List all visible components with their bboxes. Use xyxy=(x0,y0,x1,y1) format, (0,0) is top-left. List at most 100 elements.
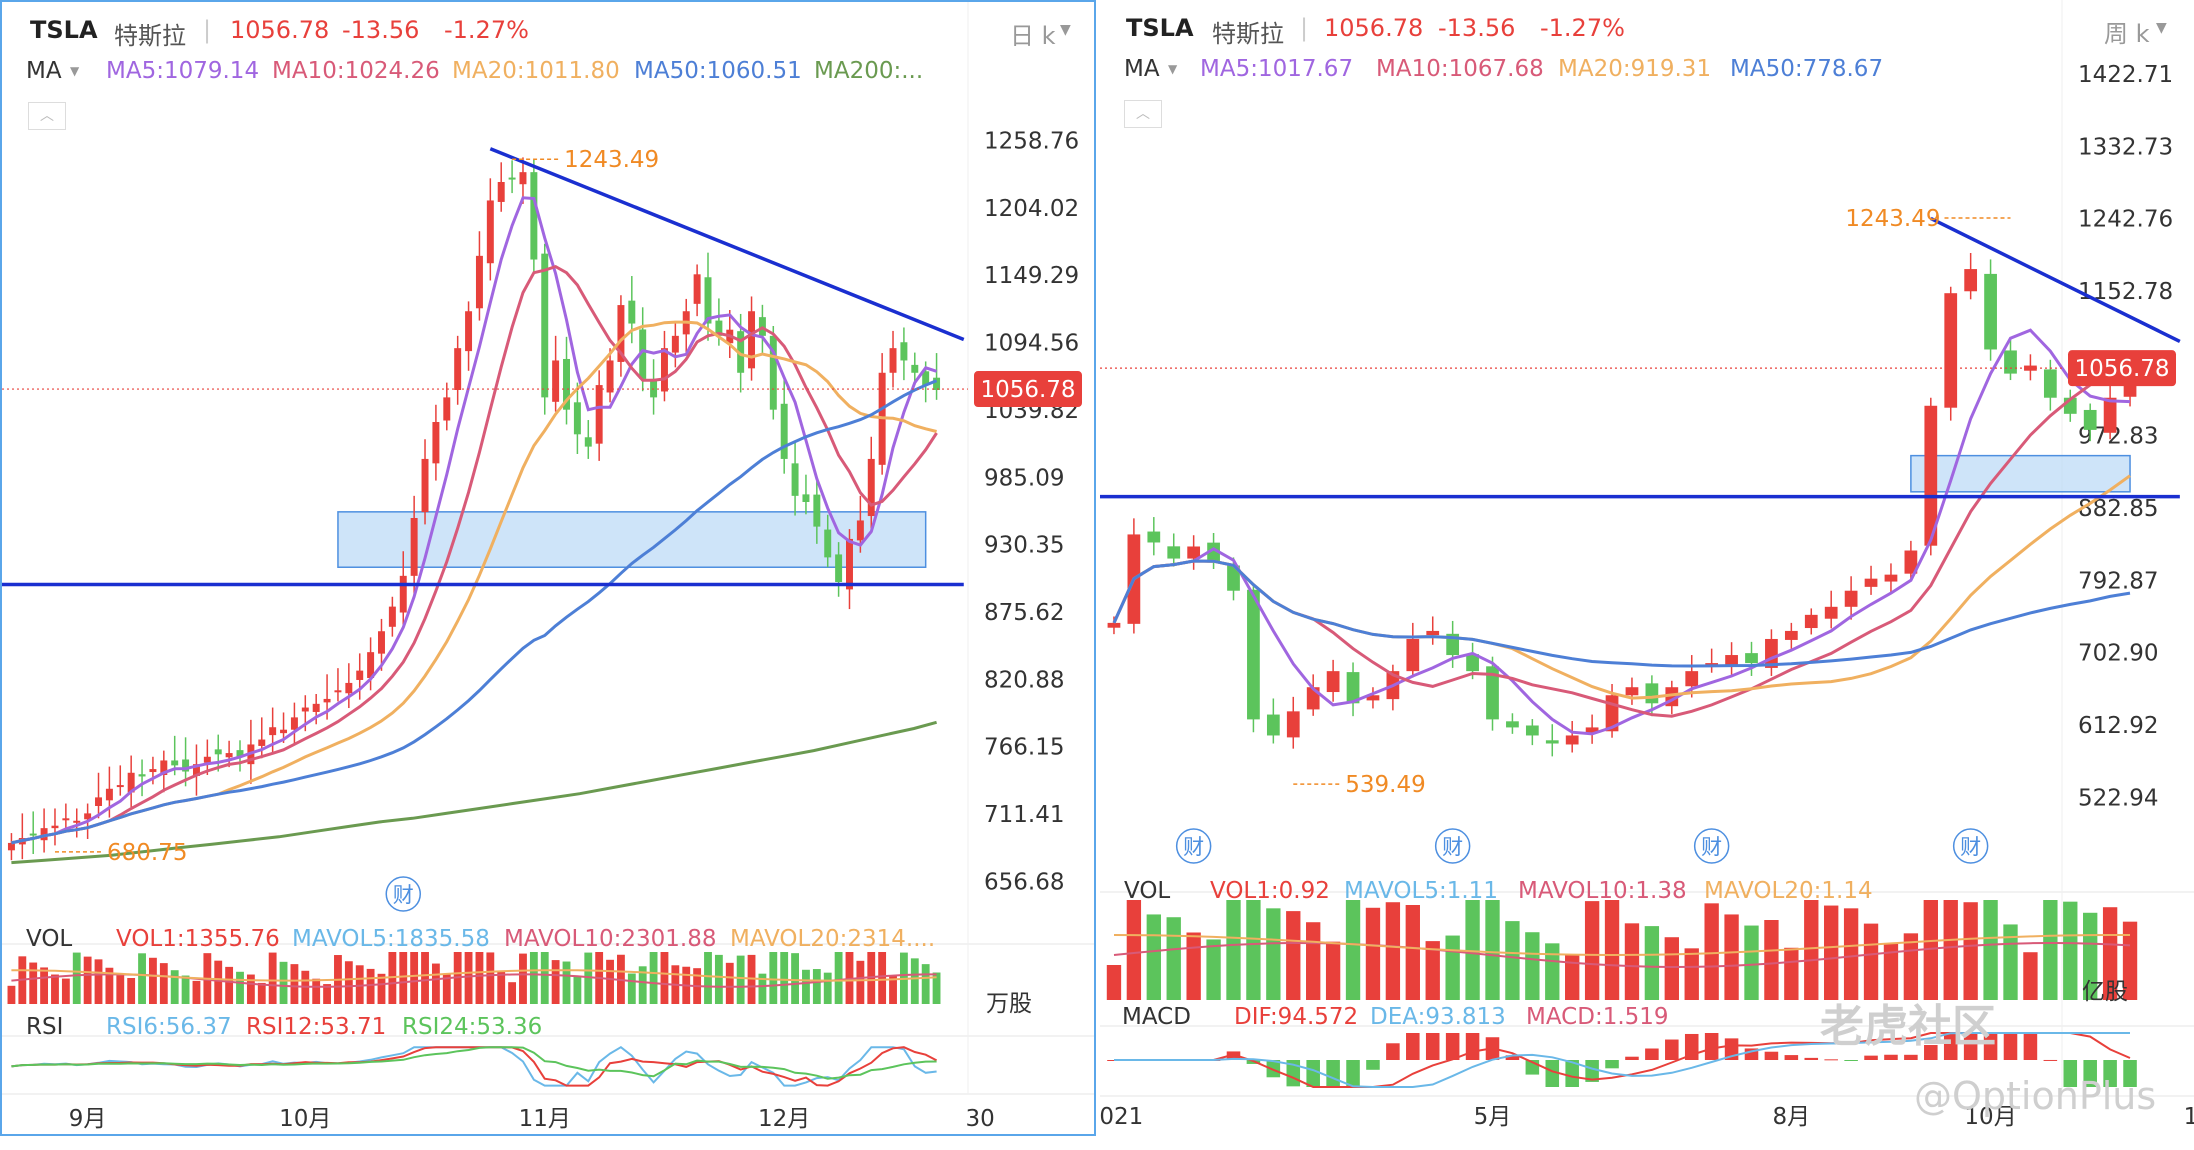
candle-body xyxy=(1844,590,1858,607)
earnings-marker xyxy=(1175,828,1212,864)
macd-histogram-bar xyxy=(1565,1060,1579,1087)
macd-histogram-bar xyxy=(1346,1060,1360,1087)
chevron-down-icon[interactable]: ▼ xyxy=(1168,62,1178,76)
candle-body xyxy=(51,825,59,829)
candle-body xyxy=(1745,653,1758,664)
y-tick-label: 612.92 xyxy=(2078,713,2158,739)
volume-bar xyxy=(2102,907,2118,1000)
volume-bar xyxy=(355,965,364,1004)
period-selector[interactable]: 日 k xyxy=(1010,22,1056,50)
candle-body xyxy=(791,463,799,496)
mavol-line xyxy=(1113,934,2130,957)
macd-histogram-bar xyxy=(1983,1033,1998,1060)
candle-body xyxy=(573,402,581,435)
volume-bar xyxy=(159,963,168,1004)
volume-bar xyxy=(410,952,419,1004)
chevron-down-icon[interactable]: ▼ xyxy=(1060,22,1071,38)
chevron-down-icon[interactable]: ▼ xyxy=(2156,20,2167,36)
macd-histogram-bar xyxy=(2043,1059,2058,1061)
volume-bar xyxy=(170,970,179,1004)
volume-bar xyxy=(29,962,38,1004)
collapse-toggle[interactable]: ︿ xyxy=(1124,100,1162,128)
x-tick-label: 12月 xyxy=(758,1106,810,1132)
rsi-selector[interactable]: RSI xyxy=(26,1014,64,1040)
volume-bar xyxy=(780,952,789,1004)
volume-bar xyxy=(910,958,919,1004)
candle-body xyxy=(432,422,440,464)
volume-bar xyxy=(421,952,429,1004)
candle-body xyxy=(160,760,168,775)
candle-body xyxy=(628,300,636,324)
candle-body xyxy=(1545,740,1559,744)
candle-body xyxy=(639,329,647,379)
candle-body xyxy=(1286,711,1300,738)
candle-body xyxy=(1984,273,1997,350)
volume-unit: 万股 xyxy=(986,991,1032,1017)
candle-body xyxy=(29,833,37,836)
volume-bar xyxy=(1744,925,1759,1000)
volume-bar xyxy=(1923,900,1938,1000)
ma10-value: MA10:1024.26 xyxy=(272,58,440,84)
price-change: -13.56 xyxy=(342,16,420,44)
macd-histogram-bar xyxy=(1386,1043,1400,1060)
candle-body xyxy=(1506,721,1519,728)
volume-bar xyxy=(279,961,288,1004)
macd-histogram-bar xyxy=(1605,1060,1619,1069)
candle-body xyxy=(650,378,658,398)
mavol5-value: MAVOL5:1.11 xyxy=(1344,878,1498,904)
volume-bar xyxy=(51,974,59,1004)
candle-body xyxy=(835,554,843,582)
vol-selector[interactable]: VOL xyxy=(26,926,73,952)
volume-bar xyxy=(138,953,146,1004)
earnings-marker xyxy=(1693,828,1730,864)
y-tick-label: 711.41 xyxy=(984,802,1064,828)
macd-selector[interactable]: MACD xyxy=(1122,1004,1191,1030)
x-tick-label: 5月 xyxy=(1474,1104,1512,1130)
candle-body xyxy=(410,518,418,576)
daily-chart-panel: TSLA 特斯拉 | 1056.78 -13.56 -1.27% 日 k ▼ M… xyxy=(0,0,1096,1136)
volume-bar xyxy=(1286,911,1301,1000)
period-selector[interactable]: 周 k xyxy=(2104,20,2150,48)
macd-histogram-bar xyxy=(1804,1057,1819,1060)
volume-bar xyxy=(1485,900,1500,1000)
stock-name: 特斯拉 xyxy=(1212,20,1284,48)
macd-value: MACD:1.519 xyxy=(1526,1004,1669,1030)
volume-bar xyxy=(1824,905,1839,1000)
y-tick-label: 1149.29 xyxy=(984,263,1079,289)
volume-bar xyxy=(529,952,538,1004)
candle-body xyxy=(1187,546,1201,559)
candle-body xyxy=(301,707,309,712)
candle-body xyxy=(1964,269,1978,292)
y-tick-label: 1094.56 xyxy=(984,331,1079,357)
ma200-line xyxy=(11,720,937,865)
candle-body xyxy=(40,828,48,841)
volume-bar xyxy=(1584,901,1600,1000)
last-price-tag-text: 1056.78 xyxy=(980,377,1075,403)
candle-body xyxy=(660,348,668,392)
volume-bar xyxy=(573,975,582,1004)
volume-bar xyxy=(878,952,887,1004)
volume-bar xyxy=(1604,900,1620,1000)
volume-bar xyxy=(1704,903,1719,1000)
collapse-toggle[interactable]: ︿ xyxy=(28,102,66,130)
weekly-chart-panel: TSLA 特斯拉 | 1056.78 -13.56 -1.27% 周 k ▼ M… xyxy=(1100,0,2194,1136)
volume-bar xyxy=(83,956,92,1004)
ma-selector[interactable]: MA xyxy=(1124,56,1160,82)
x-tick-label: 30 xyxy=(965,1106,994,1132)
volume-bar xyxy=(921,964,930,1004)
ma-selector[interactable]: MA xyxy=(26,58,62,84)
last-price: 1056.78 xyxy=(1324,14,1424,42)
candle-body xyxy=(867,458,875,517)
candle-body xyxy=(127,772,135,793)
earnings-marker-text: 财 xyxy=(1183,835,1204,859)
chevron-down-icon[interactable]: ▼ xyxy=(70,64,80,78)
candle-body xyxy=(465,311,473,352)
candle-body xyxy=(182,759,190,772)
volume-bar xyxy=(1266,908,1281,1000)
volume-bar xyxy=(791,953,799,1004)
candle-body xyxy=(552,360,560,402)
macd-histogram-bar xyxy=(1107,1060,1121,1061)
stock-name: 特斯拉 xyxy=(114,22,186,50)
candle-body xyxy=(1366,695,1380,701)
vol-selector[interactable]: VOL xyxy=(1124,878,1171,904)
